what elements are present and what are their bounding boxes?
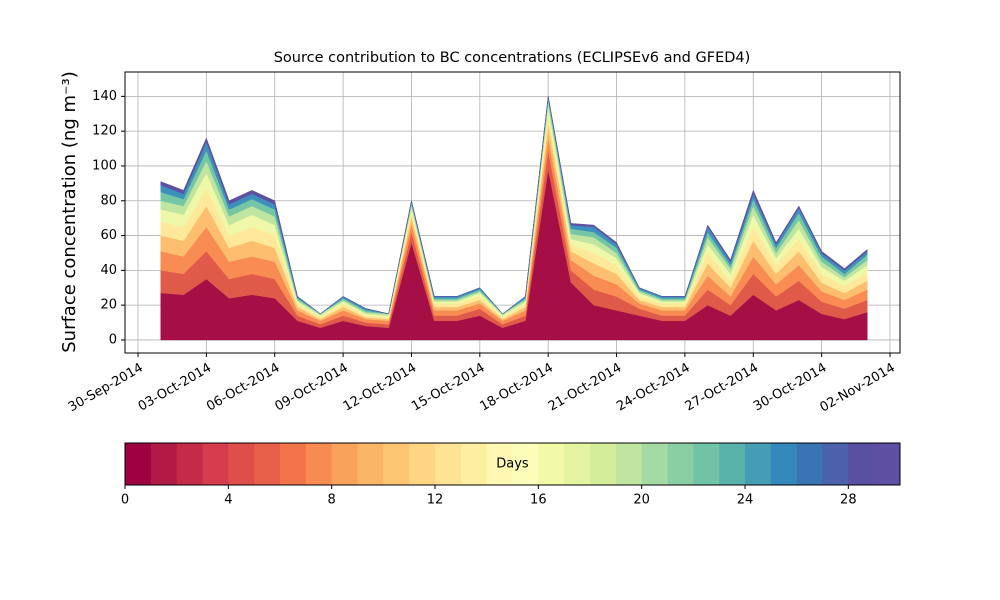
- y-tick-label: 0: [109, 332, 117, 347]
- y-tick-label: 60: [100, 228, 117, 243]
- colorbar-tick-label: 28: [840, 493, 857, 508]
- colorbar-swatch: [512, 443, 539, 485]
- x-tick-label: 27-Oct-2014: [683, 361, 761, 415]
- colorbar-swatch: [125, 443, 152, 485]
- colorbar-swatch: [176, 443, 203, 485]
- colorbar-swatch: [305, 443, 333, 485]
- y-tick-label: 40: [100, 263, 117, 278]
- colorbar-swatch: [280, 443, 307, 485]
- x-tick-label: 12-Oct-2014: [341, 361, 419, 415]
- colorbar-swatch: [615, 443, 643, 485]
- colorbar-tick-label: 24: [737, 493, 754, 508]
- colorbar-swatch: [796, 443, 823, 485]
- colorbar-label: Days: [496, 457, 529, 472]
- x-tick-label: 06-Oct-2014: [204, 361, 282, 415]
- colorbar-swatch: [693, 443, 720, 485]
- y-tick-label: 120: [92, 124, 117, 139]
- x-tick-label: 18-Oct-2014: [478, 361, 556, 415]
- colorbar-swatch: [460, 443, 488, 485]
- chart-title: Source contribution to BC concentrations…: [274, 50, 751, 66]
- colorbar-swatch: [486, 443, 513, 485]
- colorbar-swatch: [745, 443, 772, 485]
- colorbar-swatch: [822, 443, 849, 485]
- colorbar-swatch: [770, 443, 798, 485]
- x-tick-label: 30-Sep-2014: [66, 361, 146, 416]
- colorbar-frame: [124, 442, 901, 486]
- colorbar-swatch: [228, 443, 255, 485]
- x-tick-label: 03-Oct-2014: [136, 361, 214, 415]
- colorbar-swatch: [357, 443, 384, 485]
- colorbar-swatch: [202, 443, 229, 485]
- y-tick-label: 100: [92, 158, 117, 173]
- colorbar-swatch: [667, 443, 694, 485]
- x-tick-label: 21-Oct-2014: [546, 361, 624, 415]
- y-tick-label: 20: [100, 298, 117, 313]
- colorbar-tick-label: 12: [427, 493, 444, 508]
- x-tick-label: 09-Oct-2014: [272, 361, 350, 415]
- colorbar-swatch: [331, 443, 358, 485]
- colorbar-swatch: [538, 443, 565, 485]
- area-layer: [160, 96, 868, 315]
- colorbar-swatch: [641, 443, 668, 485]
- colorbar-swatch: [254, 443, 281, 485]
- colorbar-swatch: [590, 443, 617, 485]
- colorbar-tick-label: 16: [530, 493, 547, 508]
- colorbar-tick-label: 8: [328, 493, 336, 508]
- colorbar-tick-label: 20: [633, 493, 650, 508]
- y-tick-label: 80: [100, 193, 117, 208]
- x-tick-label: 15-Oct-2014: [409, 361, 487, 415]
- colorbar-tick-label: 0: [121, 493, 129, 508]
- x-tick-label: 24-Oct-2014: [614, 361, 692, 415]
- x-tick-label: 02-Nov-2014: [817, 361, 897, 416]
- colorbar-swatch: [848, 443, 875, 485]
- colorbar-swatch: [874, 443, 901, 485]
- y-tick-label: 140: [92, 89, 117, 104]
- colorbar-swatch: [409, 443, 436, 485]
- colorbar-tick-label: 4: [224, 493, 232, 508]
- y-axis-label: Surface concentration (ng m⁻³): [59, 71, 80, 353]
- colorbar-swatch: [564, 443, 591, 485]
- colorbar-swatch: [383, 443, 410, 485]
- colorbar-swatch: [435, 443, 462, 485]
- colorbar-swatch: [719, 443, 746, 485]
- colorbar-swatch: [150, 443, 178, 485]
- x-tick-label: 30-Oct-2014: [751, 361, 829, 415]
- plot-frame: [124, 71, 901, 354]
